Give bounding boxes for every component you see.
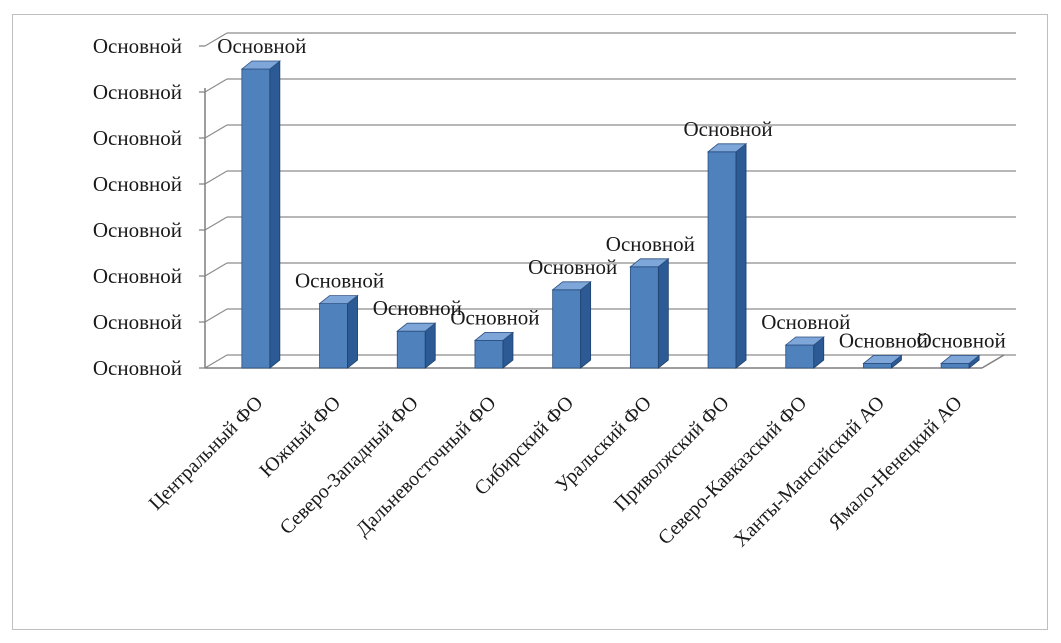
bar [629, 257, 670, 369]
y-tick-label: Основной [93, 218, 182, 242]
bar-side [657, 257, 669, 369]
data-label: Основной [683, 117, 772, 141]
data-label: Основной [761, 310, 850, 334]
chart-frame [12, 14, 1048, 630]
bar-front [940, 362, 970, 369]
data-label: Основной [373, 296, 462, 320]
bar [318, 294, 359, 369]
category-label: Северо-Западный ФО [276, 392, 423, 539]
bar-side [580, 280, 592, 369]
bar-top [551, 281, 592, 291]
data-label: Основной [450, 305, 539, 329]
bar-top [940, 354, 981, 364]
bar-front [396, 330, 426, 369]
data-label: Основной [917, 328, 1006, 352]
y-tick-label: Основной [93, 126, 182, 150]
gridline-side [204, 124, 228, 139]
y-tick-label: Основной [93, 172, 182, 196]
data-label: Основной [606, 232, 695, 256]
bar-front [552, 289, 582, 369]
bar-front [785, 344, 815, 369]
bar-top [784, 336, 825, 346]
bar-top [318, 295, 359, 305]
gridline-side [204, 32, 228, 47]
gridline-side [204, 308, 228, 323]
bar-side [735, 142, 747, 369]
bar-front [629, 266, 659, 369]
y-tick-label: Основной [93, 310, 182, 334]
bar [396, 322, 437, 369]
bar-side [269, 60, 281, 369]
bar-top [240, 60, 281, 70]
bar-top [473, 331, 515, 341]
bar-top [629, 258, 670, 268]
category-label: Центральный ФО [145, 392, 268, 515]
y-tick-labels: Основной Основной Основной Основной Основной… [93, 34, 182, 380]
data-label: Основной [528, 255, 617, 279]
bar [706, 142, 748, 369]
y-tick-label: Основной [93, 356, 182, 380]
bar [940, 354, 981, 369]
bar [551, 280, 592, 369]
bar-front [707, 151, 737, 369]
gridline-side [204, 354, 228, 369]
category-label: Ханты-Мансийский АО [730, 392, 889, 551]
bar [784, 336, 825, 369]
bars [240, 60, 981, 369]
bar-side [347, 294, 358, 369]
gridline-side [204, 78, 228, 93]
data-labels: ОсновнойОсновнойОсновнойОсновнойОсновной… [217, 34, 1005, 352]
data-label: Основной [839, 328, 928, 352]
bar-front [319, 303, 348, 369]
data-label: Основной [295, 269, 384, 293]
bar-front [474, 339, 504, 369]
floor-edge [981, 354, 1005, 369]
bar-front [241, 68, 271, 369]
bar-top [396, 322, 437, 332]
data-label: Основной [217, 34, 306, 58]
y-tick-label: Основной [93, 34, 182, 58]
gridline-side [204, 216, 228, 231]
category-label: Северо-Кавказский ФО [654, 392, 811, 549]
y-tick-label: Основной [93, 80, 182, 104]
category-label: Ямало-Ненецкий АО [824, 392, 966, 534]
gridline-side [204, 262, 228, 277]
bar-top [706, 143, 748, 153]
bar [862, 354, 903, 369]
bar [473, 331, 515, 369]
category-label: Дальневосточный ФО [352, 392, 501, 541]
y-tick-label: Основной [93, 264, 182, 288]
bar-front [863, 362, 892, 369]
bar-top [862, 354, 903, 364]
bar [240, 60, 281, 369]
gridline-side [204, 170, 228, 185]
